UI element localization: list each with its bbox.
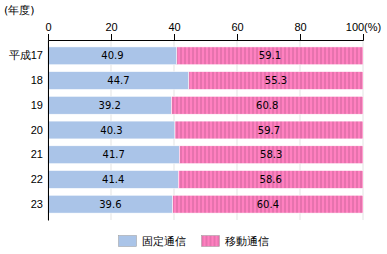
bar — [178, 171, 363, 189]
tick-label: 22 — [31, 173, 43, 185]
x-tick: 40 — [168, 21, 180, 40]
x-tick: 20 — [105, 21, 117, 40]
bar — [177, 47, 363, 65]
tick-label: 19 — [31, 99, 43, 111]
legend-label: 固定通信 — [142, 235, 186, 248]
y-tick: 21 — [31, 148, 48, 160]
x-tick: 60 — [231, 21, 243, 40]
data-labels: 40.9 59.1 44.7 55.3 39.2 60.8 40.3 59.7 41.7 58.3… — [99, 50, 287, 209]
legend: 固定通信 移動通信 — [119, 235, 269, 248]
legend-swatch — [119, 236, 137, 247]
y-axis: 平成17 18 19 20 21 22 23 — [9, 41, 49, 221]
x-tick: 0 — [45, 21, 51, 40]
tick-label: 100(%) — [346, 21, 381, 33]
tick-mark — [174, 34, 175, 40]
bar — [48, 121, 175, 139]
bar — [48, 195, 173, 213]
tick-label: 40 — [168, 21, 180, 33]
bar — [171, 96, 363, 114]
data-label: 58.3 — [260, 149, 282, 160]
data-label: 41.7 — [103, 149, 125, 160]
data-label: 39.6 — [99, 199, 121, 210]
data-label: 41.4 — [102, 174, 124, 185]
tick-label: 80 — [294, 21, 306, 33]
bar — [48, 146, 179, 164]
tick-mark — [48, 34, 49, 40]
data-label: 39.2 — [99, 100, 121, 111]
bar — [189, 72, 363, 90]
tick-mark — [111, 34, 112, 40]
tick-label: 21 — [31, 148, 43, 160]
tick-label: 60 — [231, 21, 243, 33]
bar — [175, 121, 363, 139]
data-label: 58.6 — [260, 174, 282, 185]
bar — [48, 47, 177, 65]
grid — [48, 40, 363, 220]
data-label: 60.8 — [256, 100, 278, 111]
tick-label: 18 — [31, 74, 43, 86]
legend-swatch — [202, 236, 220, 247]
grid-line — [48, 40, 49, 220]
chart: 40.9 59.1 44.7 55.3 39.2 60.8 40.3 59.7 41.7 58.3… — [0, 0, 387, 254]
tick-mark — [237, 34, 238, 40]
data-label: 59.7 — [258, 125, 280, 136]
axis-line — [48, 41, 49, 221]
tick-mark — [363, 34, 364, 40]
bar — [48, 96, 171, 114]
x-axis: 0 20 40 60 80 100(%) — [45, 21, 381, 41]
legend-label: 移動通信 — [225, 235, 269, 248]
bar — [48, 171, 178, 189]
data-label: 59.1 — [259, 50, 281, 61]
data-label: 40.3 — [100, 125, 122, 136]
y-tick: 平成17 — [9, 49, 48, 61]
plot: 40.9 59.1 44.7 55.3 39.2 60.8 40.3 59.7 41.7 58.3… — [9, 21, 381, 221]
y-tick: 18 — [31, 74, 48, 86]
bar — [179, 146, 363, 164]
bars — [48, 47, 363, 213]
x-tick: 80 — [294, 21, 306, 40]
tick-label: 平成17 — [9, 49, 43, 61]
y-tick: 23 — [31, 198, 48, 210]
y-tick: 19 — [31, 99, 48, 111]
tick-mark — [300, 34, 301, 40]
legend-item: 固定通信 — [119, 235, 186, 248]
y-tick: 20 — [31, 124, 48, 136]
x-tick: 100(%) — [346, 21, 381, 40]
y-tick: 22 — [31, 173, 48, 185]
axis-title: (年度) — [4, 4, 35, 17]
tick-label: 20 — [105, 21, 117, 33]
axis-line — [49, 34, 364, 41]
data-label: 44.7 — [107, 75, 129, 86]
tick-label: 23 — [31, 198, 43, 210]
data-label: 55.3 — [265, 75, 287, 86]
data-label: 40.9 — [101, 50, 123, 61]
data-label: 60.4 — [257, 199, 279, 210]
bar — [48, 72, 189, 90]
bar — [173, 195, 363, 213]
legend-item: 移動通信 — [202, 235, 269, 248]
tick-label: 0 — [45, 21, 51, 33]
tick-label: 20 — [31, 124, 43, 136]
